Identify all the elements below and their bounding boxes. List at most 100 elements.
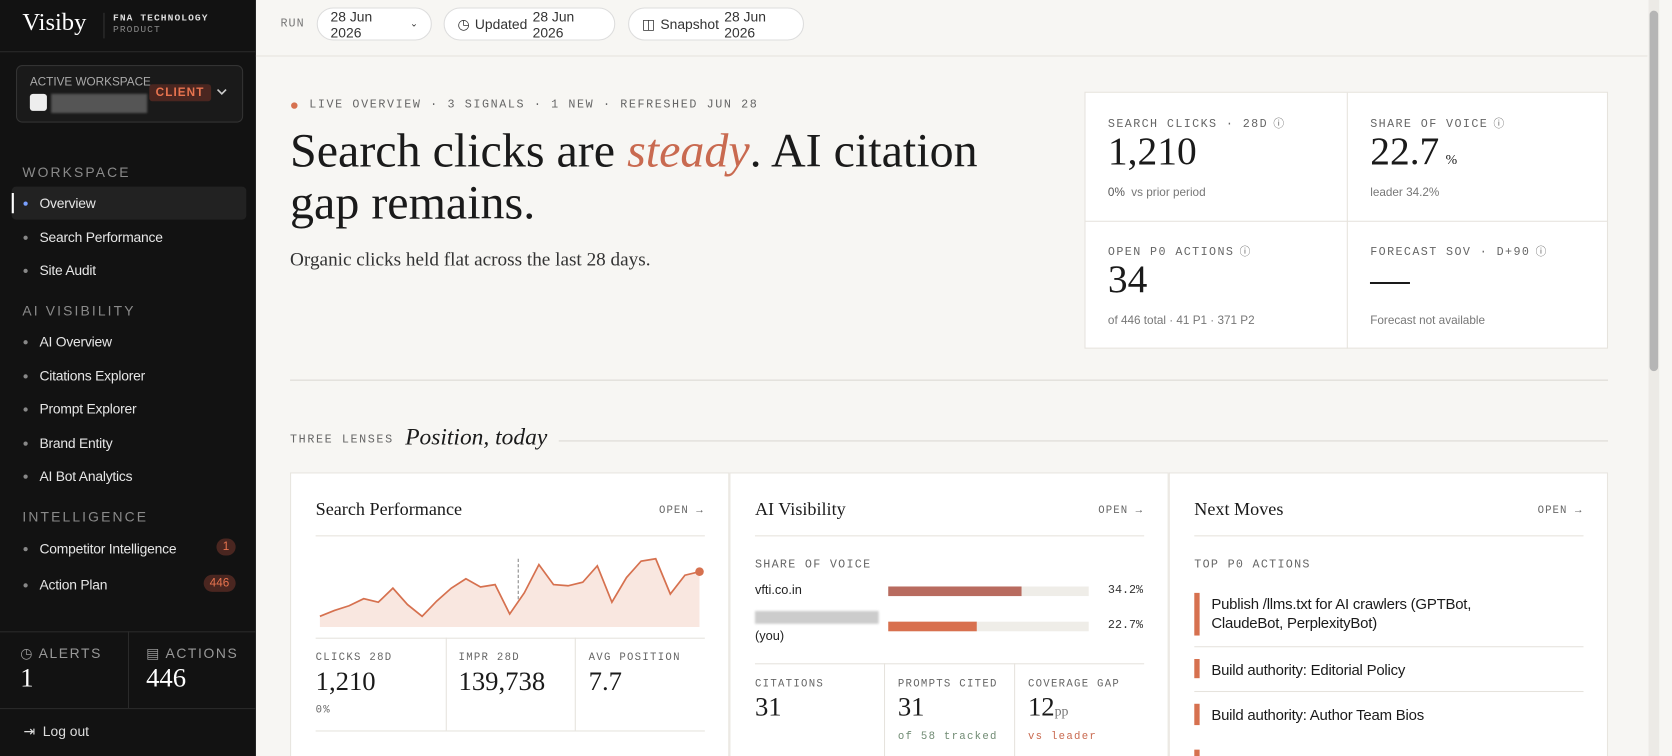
card-title: Next Moves [1194, 499, 1284, 520]
divider [754, 535, 1145, 537]
open-link[interactable]: OPEN → [1098, 505, 1144, 518]
stat-value: 139,738 [458, 667, 546, 697]
stat-note: of 58 tracked [897, 731, 998, 744]
stat-label: IMPR 28D [458, 652, 520, 665]
org-sub: PRODUCT [113, 24, 161, 36]
item-bar [1194, 749, 1200, 756]
nav-item[interactable]: Competitor Intelligence 1 [12, 532, 247, 565]
actions-value: 446 [146, 664, 187, 694]
nav-item[interactable]: Site Audit [12, 254, 247, 287]
divider [1194, 535, 1584, 537]
divider [1014, 663, 1016, 756]
kpi-unit: % [1445, 151, 1458, 168]
updated-pill[interactable]: ◷ Updated 28 Jun 2026 [443, 7, 616, 41]
divider [0, 708, 256, 710]
open-link[interactable]: OPEN → [658, 505, 704, 518]
run-picker[interactable]: 28 Jun 2026 ⌄ [316, 7, 432, 41]
search-card: Search Performance OPEN → CLICKS 28D 1,21… [290, 472, 730, 756]
nav-item[interactable]: Prompt Explorer [12, 392, 247, 425]
divider [558, 440, 1609, 442]
lenses-title: Position, today [405, 423, 548, 450]
divider [754, 663, 1145, 665]
workspace-label: ACTIVE WORKSPACE [29, 75, 151, 89]
line [319, 557, 700, 618]
divider [315, 637, 705, 639]
subline: Organic clicks held flat across the last… [290, 248, 651, 270]
action-item[interactable]: Build authority: Editorial Policy [1194, 658, 1584, 693]
workspace-switcher[interactable]: ACTIVE WORKSPACE CLIENT [15, 65, 244, 123]
divider [103, 12, 105, 39]
bullet [23, 268, 28, 273]
stat-label: CITATIONS [754, 679, 825, 691]
nav-label: Prompt Explorer [39, 400, 137, 417]
nav-count: 1 [216, 538, 236, 556]
moves-label: TOP P0 ACTIONS [1194, 558, 1311, 572]
chevron: ⌄ [409, 18, 419, 29]
action-item[interactable]: Build authority: Author Team Bios [1194, 703, 1583, 726]
nav-item[interactable]: Citations Explorer [12, 359, 247, 392]
sparkline [319, 557, 704, 628]
run-date: 28 Jun 2026 [330, 7, 373, 40]
section-title: AI VISIBILITY [22, 302, 136, 319]
sidebar: Visiby FNA TECHNOLOGY PRODUCT ACTIVE WOR… [0, 0, 256, 756]
kpi-label-text: FORECAST SOV · D+90 [1370, 246, 1531, 260]
kpi-note: Forecast not available [1370, 315, 1485, 328]
nav-item[interactable]: Action Plan 446 [12, 568, 247, 601]
scroll-thumb[interactable] [1649, 10, 1659, 372]
kpi-label: SEARCH CLICKS · 28D ⓘ [1108, 114, 1285, 131]
snapshot-pill[interactable]: ◫ Snapshot 28 Jun 2026 [628, 7, 805, 41]
topbar-border [255, 55, 1648, 57]
kpi-note-strong: 0% [1107, 186, 1125, 200]
kpi-note-text: Forecast not available [1370, 314, 1485, 328]
divider [0, 51, 256, 53]
kpi-label-text: SHARE OF VOICE [1370, 118, 1489, 132]
logout[interactable]: ⇥ Log out [23, 722, 90, 739]
nav-item[interactable]: AI Overview [12, 325, 247, 358]
nav-label: Citations Explorer [39, 367, 146, 384]
active-bar [11, 193, 14, 214]
stat-note: vs leader [1027, 731, 1098, 744]
kpi-note-text: vs prior period [1131, 186, 1206, 200]
headline-part: . AI citation gap remains. [290, 123, 978, 230]
nav-item[interactable]: Search Performance [12, 221, 247, 254]
nav-item[interactable]: AI Bot Analytics [12, 460, 247, 493]
item-text: Publish /llms.txt for AI crawlers (GPTBo… [1211, 595, 1472, 632]
nav-label: Site Audit [39, 262, 96, 279]
sov-label: SHARE OF VOICE [754, 558, 872, 572]
redacted-name [754, 611, 879, 624]
info-icon: ⓘ [1493, 119, 1506, 132]
actions-label: ▤ ACTIONS [146, 645, 239, 662]
nav-label: AI Overview [39, 333, 112, 350]
sov-bar [888, 586, 1022, 597]
kpi-number: 1,210 [1107, 130, 1197, 174]
stat-number: 31 [754, 693, 782, 722]
card-title: AI Visibility [754, 499, 846, 520]
kpi-value: 1,210 [1108, 129, 1197, 175]
kpi-note: 0% vs prior period [1108, 187, 1206, 200]
nav-item[interactable]: Overview [11, 186, 247, 220]
snapshot-date: 28 Jun 2026 [724, 7, 766, 40]
alerts-value: 1 [20, 664, 34, 694]
icon: ◫ [641, 15, 656, 32]
divider [883, 663, 886, 756]
last-point [695, 567, 704, 576]
item-bar [1194, 658, 1200, 679]
area [319, 558, 700, 628]
stat-unit: pp [1054, 702, 1069, 719]
stat-number: 31 [897, 693, 925, 722]
item-text: Build authority: Author Team Bios [1211, 705, 1424, 723]
kpi-number: 22.7 [1370, 130, 1440, 174]
kpi-label: SHARE OF VOICE ⓘ [1370, 114, 1505, 131]
action-item[interactable]: Publish /llms.txt for AI crawlers (GPTBo… [1194, 592, 1584, 648]
kpi-value: 34 [1108, 257, 1147, 303]
open-link[interactable]: OPEN → [1537, 505, 1583, 518]
chevron [216, 89, 227, 95]
item-bar [1194, 703, 1200, 726]
sov-name: vfti.co.in [754, 582, 802, 598]
stat-value: 1,210 [315, 667, 376, 697]
updated-date: 28 Jun 2026 [532, 7, 575, 40]
section-title: WORKSPACE [22, 164, 131, 181]
nav-item[interactable]: Brand Entity [12, 427, 247, 460]
eyebrow: LIVE OVERVIEW · 3 SIGNALS · 1 NEW · REFR… [309, 99, 759, 112]
